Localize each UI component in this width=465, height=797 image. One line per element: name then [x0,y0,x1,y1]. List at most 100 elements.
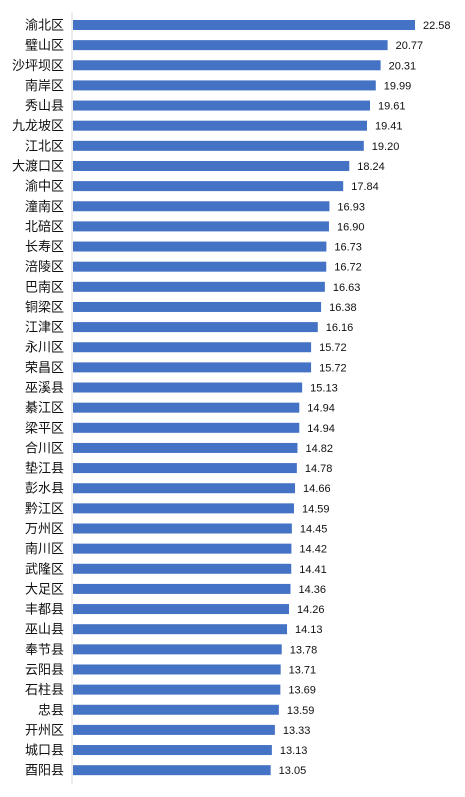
category-label: 永川区 [25,341,64,356]
value-label: 14.13 [295,624,323,636]
bar [73,20,415,30]
category-label: 大渡口区 [12,158,64,174]
bar [73,422,300,433]
value-label: 16.38 [329,302,357,314]
category-label: 奉节县 [25,643,64,658]
category-label: 城口县 [25,744,64,759]
value-label: 13.78 [290,644,318,656]
category-label: 云阳县 [25,663,64,678]
bar [73,140,364,151]
category-label: 秀山县 [25,99,64,114]
value-label: 14.41 [299,564,327,576]
value-label: 17.84 [351,181,379,193]
value-label: 16.90 [337,221,365,233]
bar [73,724,275,735]
bar [73,765,271,776]
bar [73,604,289,615]
value-label: 16.93 [337,201,365,213]
category-label: 涪陵区 [25,260,64,275]
category-label: 铜梁区 [25,300,64,315]
bar [73,120,367,131]
value-label: 13.71 [289,664,317,676]
value-label: 16.72 [334,262,362,274]
bar [73,221,329,232]
bar [73,160,350,171]
bar [73,100,371,111]
category-label: 巴南区 [25,279,64,295]
category-label: 酉阳县 [25,764,64,779]
category-label: 丰都县 [25,603,64,618]
bar [73,523,292,534]
value-label: 14.94 [307,423,335,435]
category-label: 璧山区 [25,38,64,54]
bar [73,80,376,91]
category-label: 渝中区 [25,179,64,195]
value-label: 16.63 [333,282,361,294]
bar [73,583,291,594]
value-label: 13.13 [280,745,308,757]
chart-marks: 渝北区 22.58 璧山区 20.77 沙坪坝区 20.31 南岸区 19.99 秀山县 19.6… [12,18,451,779]
category-label: 开州区 [25,723,64,738]
category-label: 渝北区 [25,18,64,34]
value-label: 14.42 [299,544,327,556]
value-label: 18.24 [357,161,385,173]
value-label: 16.16 [326,322,354,334]
bar [73,503,294,514]
category-label: 长寿区 [25,240,64,255]
bar [73,644,282,655]
category-label: 北碚区 [25,220,64,235]
bar [73,342,312,353]
value-label: 13.69 [288,685,316,697]
bar [73,60,381,71]
value-label: 14.82 [305,443,333,455]
bar [73,624,288,635]
bar [73,563,292,574]
bar [73,402,300,413]
bar [73,362,312,373]
value-label: 20.31 [389,60,417,72]
bar [73,261,327,272]
category-label: 武隆区 [25,562,64,577]
value-label: 13.33 [283,725,311,737]
bar [73,543,292,554]
bar [73,463,297,474]
value-label: 19.99 [384,80,412,92]
category-label: 綦江区 [25,401,64,416]
bar [73,684,281,695]
category-label: 垫江县 [25,461,64,477]
value-label: 15.13 [310,383,338,395]
category-label: 彭水县 [25,482,64,497]
value-label: 14.66 [303,483,331,495]
bar [73,322,318,333]
bar [73,382,303,393]
category-label: 合川区 [25,441,64,456]
category-label: 巫溪县 [25,381,64,396]
value-label: 14.94 [307,403,335,415]
category-label: 沙坪坝区 [12,59,64,74]
category-label: 万州区 [25,522,64,537]
value-label: 13.05 [279,765,307,777]
bar [73,181,344,192]
bar [73,40,388,51]
value-label: 14.26 [297,604,325,616]
value-label: 14.45 [300,524,328,536]
value-label: 14.36 [298,584,326,596]
bar [73,201,330,212]
category-label: 南川区 [25,541,64,557]
category-label: 梁平区 [25,421,64,436]
value-label: 19.20 [372,141,400,153]
value-label: 19.61 [378,101,406,113]
value-label: 22.58 [423,20,451,32]
category-label: 大足区 [25,582,64,597]
category-label: 石柱县 [25,683,64,698]
bar [73,745,272,756]
category-label: 巫山县 [25,623,64,638]
category-label: 江津区 [25,321,64,336]
bar [73,301,322,312]
value-label: 20.77 [396,40,424,52]
category-label: 江北区 [25,139,64,154]
value-label: 14.59 [302,503,330,515]
bar [73,442,298,453]
category-label: 潼南区 [25,199,64,215]
